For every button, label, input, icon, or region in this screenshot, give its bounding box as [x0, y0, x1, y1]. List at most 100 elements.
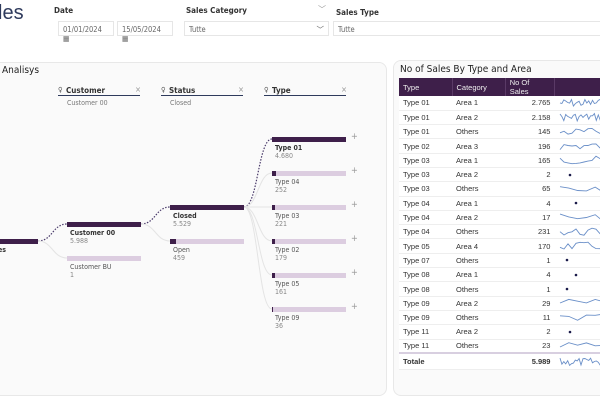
lightbulb-icon[interactable]: ♀: [58, 86, 63, 94]
type-node-1-bar[interactable]: [272, 171, 346, 176]
calendar-icon[interactable]: ▦: [122, 34, 129, 43]
cell-category: Others: [452, 224, 506, 240]
table-row[interactable]: Type 03 Others 65: [399, 181, 600, 197]
sparkline: [575, 273, 578, 277]
type-node-2-value: 221: [275, 220, 288, 228]
lightbulb-icon[interactable]: ♀: [264, 86, 269, 94]
cell-trend: [554, 296, 600, 311]
table-row[interactable]: Type 09 Others 11: [399, 310, 600, 326]
date-to-input[interactable]: 15/05/2024 ▦: [117, 21, 173, 43]
type-node-5-value: 36: [275, 322, 284, 330]
level-header-2[interactable]: Type: [264, 86, 346, 96]
column-header-category[interactable]: Category: [452, 78, 506, 96]
sparkline: [560, 227, 600, 236]
expand-plus-icon[interactable]: +: [351, 200, 358, 210]
bar-fill: [272, 239, 275, 244]
sales-type-dropdown[interactable]: Tutte: [333, 21, 600, 36]
tree-link: [243, 206, 273, 276]
table-row[interactable]: Type 08 Others 1: [399, 281, 600, 297]
close-icon[interactable]: ×: [238, 85, 245, 94]
table-row[interactable]: Type 04 Others 231: [399, 224, 600, 240]
type-node-4-bar[interactable]: [272, 273, 346, 278]
date-to-value: 15/05/2024: [122, 25, 161, 34]
column-header-trend[interactable]: [554, 78, 600, 96]
table-row[interactable]: Type 09 Area 2 29: [399, 296, 600, 311]
customer-node-1-bar[interactable]: [67, 256, 141, 261]
cell-type: Type 08: [399, 267, 452, 283]
cell-category: Others: [452, 181, 506, 197]
sparkline-line: [560, 155, 600, 165]
cell-category: Area 4: [452, 238, 506, 254]
status-node-0-bar[interactable]: [170, 205, 244, 210]
table-row[interactable]: Type 02 Area 3 196: [399, 138, 600, 154]
sales-category-dropdown[interactable]: Tutte ﹀: [184, 21, 329, 36]
table-row[interactable]: Type 07 Others 1: [399, 253, 600, 269]
sparkline-line: [560, 143, 600, 150]
level-header-1[interactable]: Status: [161, 86, 243, 96]
total-empty: [452, 352, 506, 370]
tree-links: [37, 138, 273, 310]
calendar-icon[interactable]: ▦: [63, 34, 70, 43]
root-bar[interactable]: [0, 239, 38, 244]
type-node-3-bar[interactable]: [272, 239, 346, 244]
status-node-1-bar[interactable]: [170, 239, 244, 244]
cell-type: Type 07: [399, 253, 452, 269]
table-row[interactable]: Type 04 Area 2 17: [399, 210, 600, 226]
chevron-down-icon[interactable]: ﹀: [318, 5, 326, 14]
expand-plus-icon[interactable]: +: [351, 268, 358, 278]
sparkline: [566, 259, 569, 262]
sales-category-label: Sales Category: [186, 6, 247, 15]
sales-type-value: Tutte: [338, 25, 355, 34]
bar-fill: [272, 307, 273, 312]
type-node-0-bar[interactable]: [272, 137, 346, 142]
cell-type: Type 04: [399, 210, 452, 226]
column-header-no-of-sales[interactable]: No Of Sales: [505, 78, 555, 96]
column-header-type[interactable]: Type: [399, 78, 453, 96]
close-icon[interactable]: ×: [341, 85, 348, 94]
type-node-2-bar[interactable]: [272, 205, 346, 210]
customer-node-0-label: Customer 00: [70, 229, 116, 237]
cell-trend: [554, 110, 600, 126]
sparkline-point: [575, 201, 578, 205]
status-node-1-value: 459: [173, 254, 186, 262]
cell-no-of-sales: 165: [505, 153, 555, 168]
sparkline-point: [566, 287, 569, 291]
level-header-0[interactable]: Customer: [58, 86, 140, 96]
expand-plus-icon[interactable]: +: [351, 166, 358, 176]
date-from-input[interactable]: 01/01/2024 ▦: [58, 21, 114, 43]
expand-plus-icon[interactable]: +: [351, 132, 358, 142]
table-row[interactable]: Type 11 Others 23: [399, 339, 600, 354]
table-row[interactable]: Type 01 Area 2 2.158: [399, 110, 600, 126]
sparkline-point: [569, 173, 572, 176]
sparkline-line: [560, 227, 600, 236]
cell-type: Type 05: [399, 238, 452, 254]
table-row[interactable]: Type 01 Area 1 2.765: [399, 96, 600, 111]
bar-fill: [170, 239, 177, 244]
cell-trend: [554, 339, 600, 354]
sparkline-line: [560, 127, 600, 135]
table-row[interactable]: Type 01 Others 145: [399, 124, 600, 140]
total-value: 5.989: [505, 352, 555, 370]
sparkline-line: [560, 342, 600, 348]
customer-node-0-bar[interactable]: [67, 222, 141, 227]
expand-plus-icon[interactable]: +: [351, 302, 358, 312]
cell-trend: [554, 324, 600, 340]
cell-category: Area 1: [452, 153, 506, 168]
table-row[interactable]: Type 05 Area 4 170: [399, 238, 600, 254]
lightbulb-icon[interactable]: ♀: [161, 86, 166, 94]
bar-fill: [0, 239, 38, 244]
cell-no-of-sales: 17: [505, 210, 555, 226]
type-node-5-bar[interactable]: [272, 307, 346, 312]
cell-trend: [554, 267, 600, 283]
sparkline-point: [569, 330, 572, 334]
expand-plus-icon[interactable]: +: [351, 234, 358, 244]
sparkline: [560, 342, 600, 348]
sparkline: [560, 356, 600, 367]
cell-type: Type 03: [399, 181, 452, 197]
close-icon[interactable]: ×: [135, 85, 142, 94]
table-row[interactable]: Type 03 Area 1 165: [399, 153, 600, 168]
